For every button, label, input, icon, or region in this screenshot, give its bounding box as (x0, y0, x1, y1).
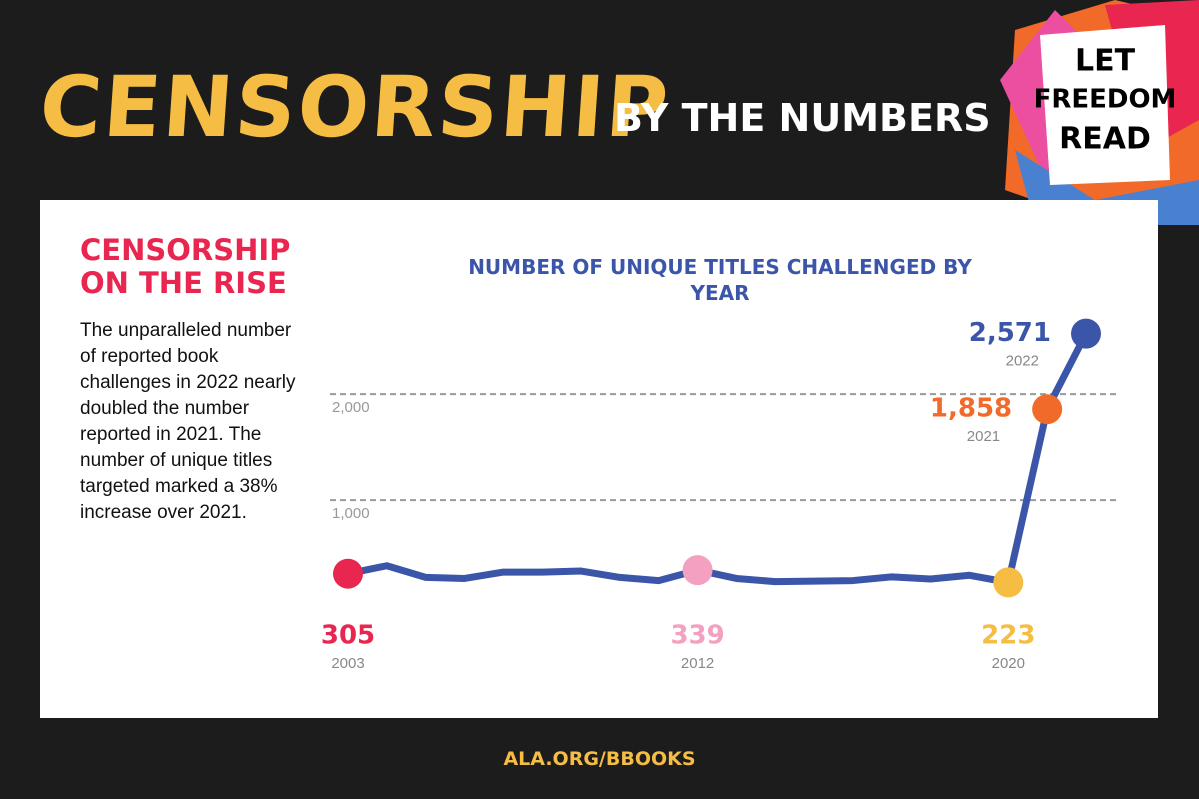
x-tick-label: 2003 (331, 655, 364, 672)
data-label: 1,858 (930, 394, 1012, 424)
data-label: 305 (321, 621, 375, 651)
y-tick-label: 2,000 (332, 399, 370, 416)
logo-line: LET (1075, 44, 1136, 79)
chart-title: NUMBER OF UNIQUE TITLES CHALLENGED BY YE… (468, 255, 972, 305)
point (333, 558, 363, 589)
panel (40, 200, 1158, 718)
data-label: 2,571 (969, 318, 1051, 348)
logo: LET FREEDOM READ (1000, 0, 1199, 225)
y-tick-label: 1,000 (332, 505, 370, 522)
x-tick-label: 2012 (681, 655, 714, 672)
point (682, 555, 713, 586)
point (993, 567, 1024, 598)
logo-line: FREEDOM (1034, 85, 1177, 115)
point (1071, 318, 1101, 349)
x-tick-label: 2022 (1006, 353, 1039, 370)
data-label: 339 (670, 621, 724, 651)
logo-line: READ (1059, 122, 1151, 157)
data-label: 223 (981, 621, 1035, 651)
sidebar-title: CENSORSHIP ON THE RISE (80, 233, 291, 300)
footer-link[interactable]: ALA.ORG/BBOOKS (503, 748, 696, 770)
x-tick-label: 2020 (992, 655, 1025, 672)
sidebar-text: The unparalleled number of reported book… (80, 320, 296, 523)
line (347, 332, 1090, 586)
x-tick-label: 2021 (967, 428, 1000, 445)
chart: 1,000 2,000 305 2003 339 2012 223 2020 1,858 2021… (321, 318, 1120, 672)
header-subtitle: BY THE NUMBERS (614, 96, 991, 140)
point (1032, 394, 1063, 425)
